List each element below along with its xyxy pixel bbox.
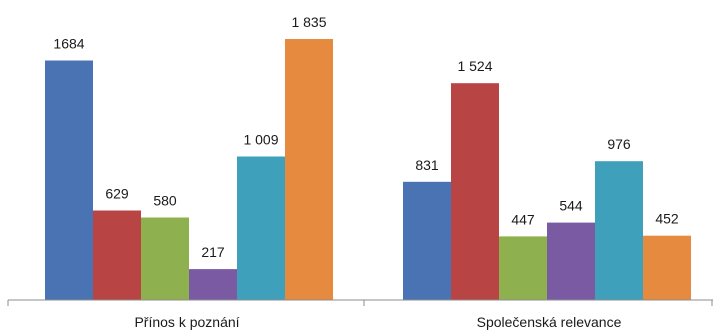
bar-series-3-category-1 [547, 222, 595, 300]
value-label-series-5-category-0: 1 835 [291, 14, 326, 30]
bar-series-2-category-1 [499, 236, 547, 300]
category-label-0: Přínos k poznání [134, 314, 239, 330]
value-label-series-2-category-0: 580 [153, 193, 177, 209]
value-label-series-5-category-1: 452 [655, 211, 679, 227]
value-label-series-4-category-0: 1 009 [243, 132, 278, 148]
bar-series-4-category-0 [237, 156, 285, 300]
bar-series-2-category-0 [141, 217, 189, 300]
category-label-1: Společenská relevance [477, 314, 622, 330]
bar-series-1-category-0 [93, 210, 141, 300]
bar-series-0-category-1 [403, 181, 451, 300]
value-label-series-0-category-1: 831 [415, 157, 439, 173]
value-label-group: 1684 831 629 1 524 580 447 217 544 1 009 976 1 835… [53, 14, 678, 260]
bar-series-5-category-1 [643, 235, 691, 300]
value-label-series-2-category-1: 447 [511, 211, 535, 227]
bar-series-1-category-1 [451, 83, 499, 300]
bar-series-5-category-0 [285, 39, 333, 300]
bar-series-4-category-1 [595, 161, 643, 300]
bar-group [45, 39, 691, 300]
value-label-series-0-category-0: 1684 [53, 36, 84, 52]
bar-series-3-category-0 [189, 269, 237, 300]
value-label-series-3-category-1: 544 [559, 198, 583, 214]
value-label-series-3-category-0: 217 [201, 244, 225, 260]
bar-series-0-category-0 [45, 60, 93, 300]
value-label-series-4-category-1: 976 [607, 136, 631, 152]
value-label-series-1-category-0: 629 [105, 186, 129, 202]
value-label-series-1-category-1: 1 524 [457, 58, 492, 74]
